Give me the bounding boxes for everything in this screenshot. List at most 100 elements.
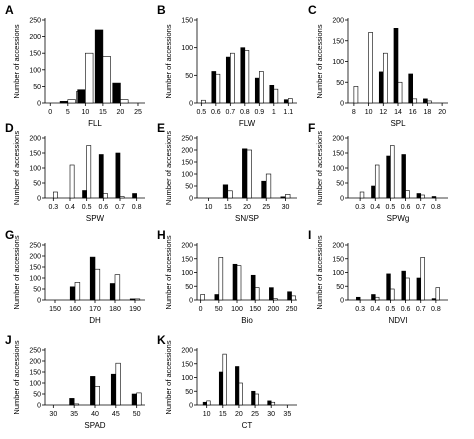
panel-a-ytick-label-150: 150 — [29, 51, 41, 58]
panel-k-ytick-label-200: 200 — [181, 348, 193, 355]
panel-k-ytick-label-100: 100 — [181, 375, 193, 382]
panel-j-ylabel: Number of accessions — [12, 340, 21, 414]
panel-d-bar-black-3 — [98, 154, 104, 199]
panel-e-xtick-label-10: 10 — [205, 204, 213, 211]
panel-b-bar-white-1 — [215, 73, 221, 104]
panel-c-ytick-label-200: 200 — [332, 18, 344, 25]
panel-c-bar-white-2 — [382, 52, 388, 104]
panel-f-ytick-label-0: 0 — [340, 196, 344, 203]
panel-f-xtick-label-0.8: 0.8 — [431, 204, 441, 211]
panel-b-bar-black-4 — [254, 77, 260, 104]
panel-c-xtick-label-20: 20 — [438, 109, 446, 116]
panel-g-bar-white-1 — [74, 282, 81, 301]
panel-j-bar-black-4 — [131, 393, 137, 406]
panel-k-letter: K — [157, 333, 166, 347]
panel-k-bar-white-4 — [270, 401, 276, 406]
panel-b-xtick-label-0.9: 0.9 — [254, 109, 264, 116]
panel-d-xtick-label-0.5: 0.5 — [82, 204, 92, 211]
panel-f-bar-black-5 — [431, 196, 437, 199]
panel-j-xtick-label-30: 30 — [49, 411, 57, 418]
panel-f-bar-black-4 — [416, 193, 422, 199]
panel-e-ytick-label-50: 50 — [185, 184, 193, 191]
panel-k-bar-white-2 — [238, 382, 243, 406]
panel-h-bar-white-2 — [236, 265, 242, 301]
panel-d-ytick-label-200: 200 — [29, 136, 41, 143]
panel-c-xtick-label-10: 10 — [365, 109, 373, 116]
panel-a-bar-white-4 — [120, 99, 129, 104]
panel-g-bar-white-2 — [94, 268, 101, 301]
panel-i-ytick-label-50: 50 — [336, 284, 344, 291]
panel-j-ytick-label-250: 250 — [29, 348, 41, 355]
panel-i-ylabel: Number of accessions — [315, 235, 324, 309]
panel-h-ytick-label-50: 50 — [185, 284, 193, 291]
panel-i-letter: I — [308, 228, 311, 242]
panel-e-ytick-label-150: 150 — [181, 160, 193, 167]
panel-f-letter: F — [308, 121, 315, 135]
panel-c-bar-black-5 — [423, 98, 428, 104]
panel-b-ylabel: Number of accessions — [164, 24, 173, 98]
panel-k-bar-white-1 — [222, 353, 227, 406]
panel-a-ytick-label-100: 100 — [29, 67, 41, 74]
panel-h-letter: H — [157, 228, 166, 242]
panel-d-ylabel: Number of accessions — [12, 131, 21, 205]
panel-a-ytick-label-0: 0 — [37, 101, 41, 108]
panel-b-ytick-label-150: 150 — [181, 18, 193, 25]
panel-f-bar-black-1 — [371, 185, 376, 199]
panel-k-bar-black-0 — [202, 401, 207, 406]
panel-i-bar-black-4 — [416, 277, 422, 301]
panel-f-bar-white-0 — [359, 191, 365, 199]
panel-h-ytick-label-150: 150 — [181, 256, 193, 263]
panel-i-bar-black-5 — [431, 298, 437, 301]
panel-b-bar-black-1 — [211, 71, 217, 104]
panel-e-bar-white-3 — [265, 173, 272, 199]
panel-b-bar-black-6 — [283, 99, 289, 104]
panel-d-xtick-label-0.6: 0.6 — [98, 204, 108, 211]
panel-i-bar-white-4 — [420, 257, 425, 301]
panel-f-xtick-label-0.7: 0.7 — [416, 204, 426, 211]
panel-f-ylabel: Number of accessions — [315, 131, 324, 205]
panel-b-ytick-label-50: 50 — [185, 73, 193, 80]
panel-b-bar-white-6 — [288, 98, 293, 104]
panel-f-ytick-label-50: 50 — [336, 181, 344, 188]
panel-b-bar-black-3 — [240, 47, 246, 104]
panel-h-xtick-label-100: 100 — [231, 306, 243, 313]
panel-j-ytick-label-150: 150 — [29, 370, 41, 377]
panel-e-ylabel: Number of accessions — [164, 131, 173, 205]
panel-e-bar-black-4 — [280, 196, 286, 199]
panel-h-bar-white-0 — [200, 294, 205, 301]
panel-c-ytick-label-0: 0 — [340, 101, 344, 108]
panel-k-xtick-label-35: 35 — [283, 411, 291, 418]
panel-c-bar-black-3 — [393, 27, 399, 104]
panel-g-bar-black-1 — [69, 286, 76, 301]
panel-g-bar-white-4 — [134, 298, 141, 301]
panel-g-letter: G — [5, 228, 14, 242]
panel-k-xtick-label-25: 25 — [251, 411, 259, 418]
panel-f-bar-black-2 — [386, 155, 391, 199]
panel-k-bar-white-3 — [254, 393, 259, 406]
panel-h-bar-black-1 — [214, 294, 220, 301]
panel-a-bar-black-4 — [112, 82, 121, 104]
panel-f-bar-white-2 — [390, 145, 395, 199]
panel-h-ytick-label-0: 0 — [189, 298, 193, 305]
panel-a-xlabel: FLL — [88, 119, 102, 128]
panel-h-bar-black-5 — [287, 291, 292, 301]
panel-f-xlabel: SPWg — [387, 214, 410, 223]
panel-e-xlabel: SN/SP — [235, 214, 259, 223]
panel-c-xtick-label-18: 18 — [424, 109, 432, 116]
panel-a-xtick-label-0: 0 — [48, 109, 52, 116]
panel-k-xtick-label-30: 30 — [267, 411, 275, 418]
panel-i-xtick-label-0.3: 0.3 — [355, 306, 365, 313]
panel-c-bar-white-0 — [353, 86, 359, 104]
panel-k-xlabel: CT — [242, 421, 253, 430]
panel-d-letter: D — [5, 121, 14, 135]
panel-j-bar-white-4 — [136, 392, 142, 406]
panel-i-xtick-label-0.5: 0.5 — [386, 306, 396, 313]
panel-j-xtick-label-40: 40 — [91, 411, 99, 418]
panel-f-bar-white-3 — [405, 190, 410, 199]
panel-j-xlabel: SPAD — [84, 421, 105, 430]
panel-b-xtick-label-1.1: 1.1 — [283, 109, 293, 116]
panel-h-ytick-label-200: 200 — [181, 243, 193, 250]
panel-c-xtick-label-8: 8 — [352, 109, 356, 116]
panel-h-xtick-label-50: 50 — [215, 306, 223, 313]
panel-b-xlabel: FLW — [239, 119, 256, 128]
